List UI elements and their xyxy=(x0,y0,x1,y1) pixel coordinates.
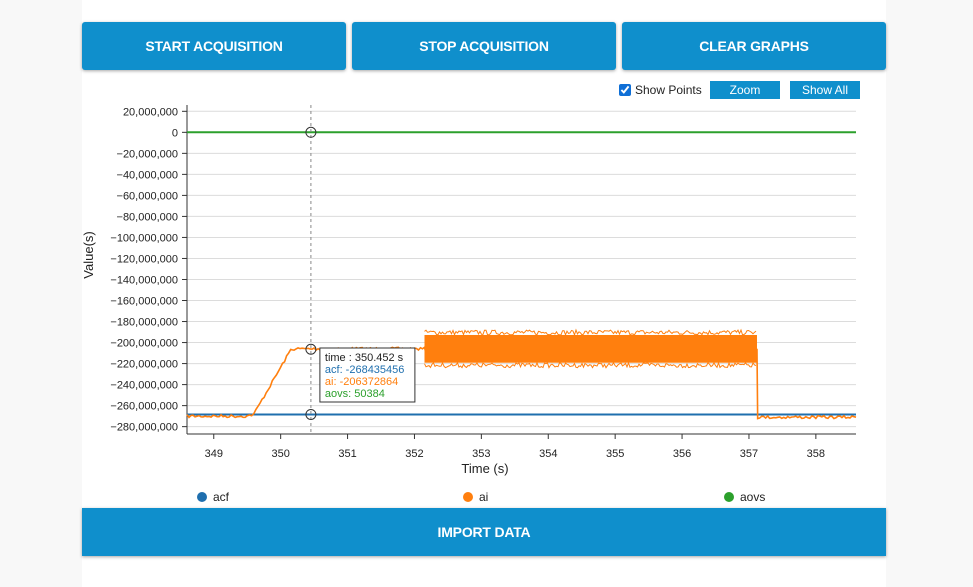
cursor-marker-ai xyxy=(305,343,317,355)
legend-item-aovs[interactable]: aovs xyxy=(724,490,765,504)
x-tick-label: 355 xyxy=(606,448,624,460)
tooltip-aovs: aovs: 50384 xyxy=(325,388,385,400)
x-tick-label: 354 xyxy=(539,448,557,460)
x-tick-label: 350 xyxy=(271,448,289,460)
y-tick-label: −80,000,000 xyxy=(117,211,178,223)
y-tick-label: −240,000,000 xyxy=(110,380,178,392)
x-tick-label: 351 xyxy=(338,448,356,460)
legend-ai-dot xyxy=(463,492,473,502)
clear-graphs-button[interactable]: CLEAR GRAPHS xyxy=(622,22,886,70)
y-tick-label: −100,000,000 xyxy=(110,232,178,244)
y-tick-label: −200,000,000 xyxy=(110,338,178,350)
cursor-tooltip xyxy=(319,347,416,403)
x-tick-label: 357 xyxy=(740,448,758,460)
chart-series xyxy=(186,131,857,420)
x-tick-label: 356 xyxy=(673,448,691,460)
tooltip-time: time : 350.452 s xyxy=(325,352,404,364)
tooltip-acf: acf: -268435456 xyxy=(325,364,405,376)
y-axis-title: Value(s) xyxy=(81,231,96,278)
y-tick-label: −260,000,000 xyxy=(110,401,178,413)
x-tick-label: 358 xyxy=(807,448,825,460)
x-tick-label: 353 xyxy=(472,448,490,460)
y-tick-label: −140,000,000 xyxy=(110,274,178,286)
cursor-marker-aovs xyxy=(305,126,317,138)
series-ai-noise-top xyxy=(424,328,757,337)
legend-acf-dot xyxy=(197,492,207,502)
y-tick-label: −40,000,000 xyxy=(117,169,178,181)
y-tick-label: 20,000,000 xyxy=(123,106,178,118)
chart-grid xyxy=(187,110,856,428)
legend-aovs-dot xyxy=(724,492,734,502)
show-all-button[interactable]: Show All xyxy=(790,81,860,99)
x-axis-ticks: 349 350 351 352 353 354 355 356 357 358 xyxy=(205,434,825,460)
y-tick-label: −180,000,000 xyxy=(110,317,178,329)
y-tick-label: −220,000,000 xyxy=(110,359,178,371)
series-ai-noise-band xyxy=(424,334,757,363)
stop-acquisition-button[interactable]: STOP ACQUISITION xyxy=(352,22,616,70)
y-axis-ticks: 20,000,000 0 −20,000,000 −40,000,000 −60,000… xyxy=(110,106,187,434)
series-ai-noise-bottom xyxy=(424,361,757,369)
legend-item-ai[interactable]: ai xyxy=(463,490,488,504)
import-data-button[interactable]: IMPORT DATA xyxy=(82,508,886,556)
show-points-checkbox[interactable] xyxy=(619,84,631,96)
y-tick-label: −280,000,000 xyxy=(110,422,178,434)
y-tick-label: −120,000,000 xyxy=(110,253,178,265)
y-tick-label: −60,000,000 xyxy=(117,190,178,202)
x-tick-label: 349 xyxy=(205,448,223,460)
show-points-toggle[interactable]: Show Points xyxy=(619,83,702,97)
y-tick-label: 0 xyxy=(172,127,178,139)
x-axis-title: Time (s) xyxy=(461,461,508,476)
legend-item-acf[interactable]: acf xyxy=(197,490,229,504)
x-tick-label: 352 xyxy=(405,448,423,460)
legend-ai-label: ai xyxy=(479,490,489,504)
legend-aovs-label: aovs xyxy=(740,490,766,504)
legend-acf-label: acf xyxy=(213,490,230,504)
start-acquisition-button[interactable]: START ACQUISITION xyxy=(82,22,346,70)
y-tick-label: −160,000,000 xyxy=(110,296,178,308)
y-tick-label: −20,000,000 xyxy=(117,148,178,160)
show-points-label: Show Points xyxy=(635,83,702,97)
tooltip-ai: ai: -206372864 xyxy=(325,376,398,388)
zoom-button[interactable]: Zoom xyxy=(710,81,780,99)
cursor-marker-acf xyxy=(305,408,317,420)
